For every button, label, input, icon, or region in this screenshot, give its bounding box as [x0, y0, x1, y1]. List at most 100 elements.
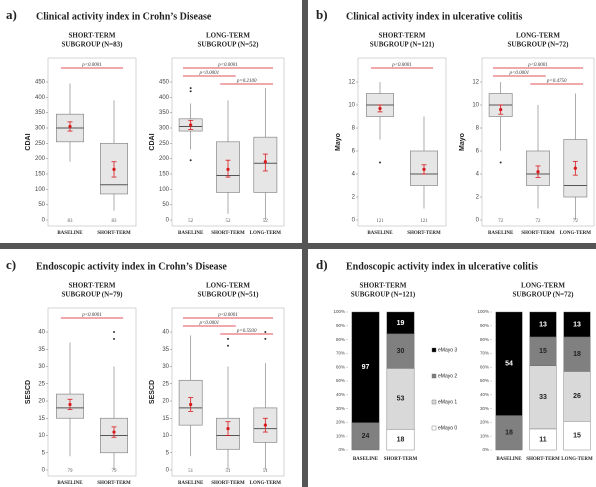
- y-tick-label: 200: [35, 156, 46, 162]
- y-axis-label: Mayo: [335, 133, 342, 151]
- subplot-title: SUBGROUP (N=72): [513, 291, 575, 299]
- n-label: 51: [263, 469, 269, 474]
- y-tick-label: 80%: [336, 337, 345, 342]
- segment-label: 18: [397, 436, 405, 443]
- panel-label: c): [6, 257, 16, 272]
- n-label: 121: [420, 219, 428, 224]
- subplot-title: LONG-TERM: [206, 282, 250, 290]
- y-tick-label: 70%: [336, 351, 345, 356]
- subplot-title: SUBGROUP (N=121): [351, 291, 416, 299]
- y-axis-label: Mayo: [459, 133, 466, 151]
- y-tick-label: 0: [476, 218, 480, 224]
- x-tick-label: SHORT-TERM: [211, 231, 245, 236]
- segment-label: 13: [539, 321, 547, 328]
- subplot-title: SUBGROUP (N=121): [370, 41, 435, 49]
- y-tick-label: 150: [159, 172, 170, 178]
- y-tick-label: 100%: [333, 309, 345, 314]
- x-tick-label: SHORT-TERM: [211, 481, 245, 486]
- bar-segment: [563, 421, 591, 451]
- y-tick-label: 100: [35, 187, 46, 193]
- segment-label: 24: [362, 433, 370, 440]
- p-value: p<0.0001: [509, 71, 530, 76]
- y-tick-label: 0%: [338, 447, 345, 452]
- y-tick-label: 0: [42, 468, 46, 474]
- y-tick-label: 2: [352, 195, 356, 201]
- y-tick-label: 15: [38, 416, 45, 422]
- y-tick-label: 10: [38, 433, 45, 439]
- y-tick-label: 12: [348, 80, 355, 86]
- mean: [226, 167, 230, 171]
- segment-label: 13: [573, 321, 581, 328]
- bar-segment: [563, 311, 591, 338]
- x-tick-label: BASELINE: [353, 457, 379, 462]
- subplot-title: SHORT-TERM: [69, 282, 116, 290]
- x-tick-label: SHORT-TERM: [521, 231, 555, 236]
- x-tick-label: LONG-TERM: [250, 481, 282, 486]
- y-tick-label: 0: [166, 218, 170, 224]
- outlier: [227, 344, 229, 347]
- x-tick-label: SHORT-TERM: [97, 481, 131, 486]
- x-tick-label: SHORT-TERM: [384, 457, 418, 462]
- x-tick-label: LONG-TERM: [250, 231, 282, 236]
- y-tick-label: 2: [476, 195, 480, 201]
- y-tick-label: 6: [476, 149, 480, 155]
- y-tick-label: 10%: [480, 433, 489, 438]
- mean: [112, 430, 116, 434]
- y-tick-label: 40%: [480, 392, 489, 397]
- y-tick-label: 400: [35, 95, 46, 101]
- y-tick-label: 10: [472, 103, 479, 109]
- y-tick-label: 100: [159, 187, 170, 193]
- outlier: [189, 159, 192, 162]
- y-tick-label: 450: [159, 80, 170, 86]
- y-tick-label: 450: [35, 80, 46, 86]
- y-tick-label: 10%: [336, 433, 345, 438]
- y-tick-label: 0: [42, 218, 46, 224]
- x-tick-label: BASELINE: [496, 457, 522, 462]
- n-label: 83: [112, 219, 118, 224]
- mean: [68, 402, 72, 407]
- plot-frame: [357, 57, 447, 227]
- bar-segment: [386, 368, 415, 430]
- bar-segment: [529, 311, 557, 338]
- mean: [189, 402, 193, 407]
- y-axis-label: CDAI: [25, 133, 32, 150]
- y-tick-label: 5: [42, 450, 46, 456]
- y-tick-label: 250: [35, 141, 46, 147]
- y-tick-label: 100%: [477, 309, 489, 314]
- x-tick-label: BASELINE: [367, 231, 393, 236]
- y-tick-label: 15: [162, 416, 169, 422]
- y-tick-label: 80%: [480, 337, 489, 342]
- y-tick-label: 350: [35, 110, 46, 116]
- panel-title: Endoscopic activity index in Crohn’s Dis…: [36, 261, 227, 272]
- subplot-title: SUBGROUP (N=72): [508, 41, 570, 49]
- y-tick-label: 20: [162, 399, 169, 405]
- mean: [68, 124, 72, 129]
- p-value: p<0.0001: [391, 63, 412, 68]
- segment-label: 97: [362, 364, 370, 371]
- outlier: [113, 337, 115, 340]
- bar-segment: [351, 422, 380, 451]
- subplot-title: SUBGROUP (N=51): [198, 291, 260, 299]
- p-value: p<0.0001: [217, 313, 238, 318]
- separator: [0, 243, 596, 249]
- segment-label: 15: [539, 348, 547, 355]
- x-tick-label: LONG-TERM: [561, 457, 593, 462]
- y-tick-label: 60%: [480, 364, 489, 369]
- legend-swatch: [431, 347, 437, 353]
- segment-label: 18: [505, 430, 513, 437]
- y-tick-label: 6: [352, 149, 356, 155]
- y-tick-label: 12: [472, 80, 479, 86]
- y-tick-label: 20: [38, 399, 45, 405]
- y-tick-label: 50: [38, 202, 45, 208]
- p-value: p=0.2100: [236, 79, 257, 84]
- x-tick-label: BASELINE: [57, 481, 83, 486]
- y-tick-label: 20%: [480, 420, 489, 425]
- subplot-title: LONG-TERM: [206, 32, 250, 40]
- segment-label: 30: [397, 348, 405, 355]
- legend-swatch: [431, 399, 437, 405]
- y-tick-label: 4: [476, 172, 480, 178]
- legend-label: eMayo 0: [438, 425, 457, 431]
- outlier: [499, 161, 502, 164]
- mean: [189, 123, 193, 127]
- legend-label: eMayo 2: [438, 373, 457, 379]
